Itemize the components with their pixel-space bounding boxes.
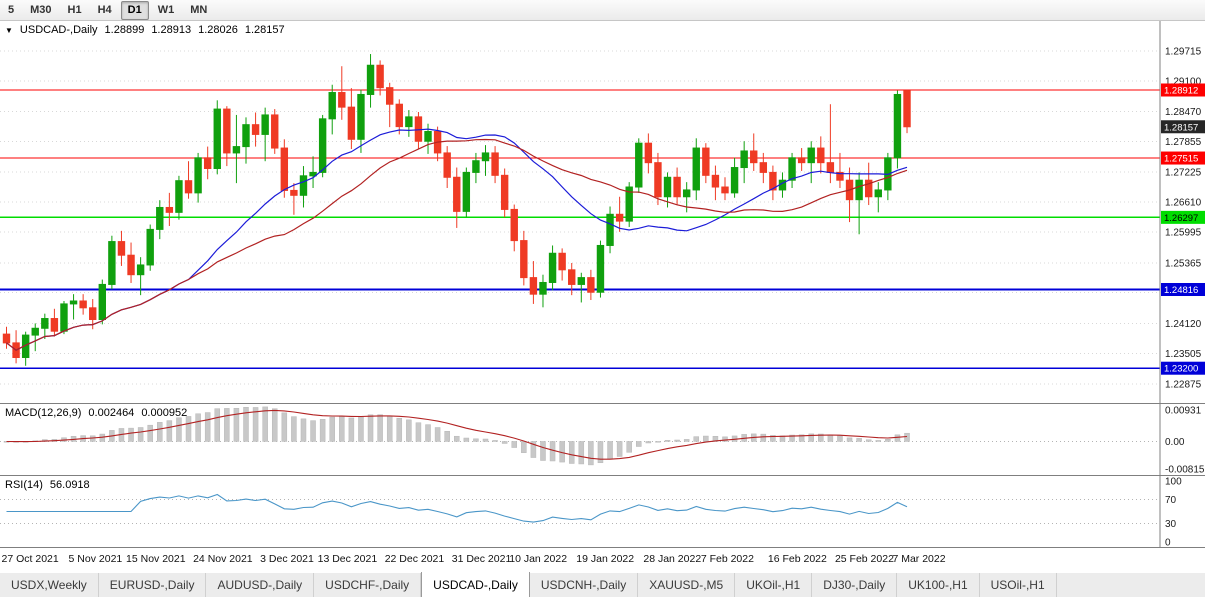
- time-axis-label: 28 Jan 2022: [643, 553, 702, 565]
- macd-panel: 0.00931 0.00 -0.00815 MACD(12,26,9) 0.0024…: [0, 403, 1205, 475]
- tab-uk100-h1[interactable]: UK100-,H1: [897, 573, 980, 597]
- timeframe-button-h1[interactable]: H1: [67, 3, 82, 16]
- svg-text:1.26297: 1.26297: [1164, 213, 1198, 224]
- timeframe-button-w1[interactable]: W1: [157, 3, 175, 16]
- svg-text:0.00: 0.00: [1165, 437, 1185, 448]
- timeframe-button-h4[interactable]: H4: [97, 3, 112, 16]
- time-axis-label: 27 Oct 2021: [1, 553, 59, 565]
- rsi-line: [6, 493, 908, 523]
- time-axis-label: 22 Dec 2021: [384, 553, 445, 565]
- time-axis-label: 7 Feb 2022: [700, 553, 754, 565]
- time-axis-label: 10 Jan 2022: [509, 553, 568, 565]
- time-axis-label: 15 Nov 2021: [126, 553, 186, 565]
- price-badge: 1.27515: [1161, 151, 1205, 165]
- tab-usdchf-daily[interactable]: USDCHF-,Daily: [314, 573, 422, 597]
- price-panel: 1.29715 1.29100 1.28470 1.27855 1.27225 1.266…: [0, 21, 1205, 403]
- moving-averages: [6, 128, 908, 351]
- tab-audusd-daily[interactable]: AUDUSD-,Daily: [206, 573, 315, 597]
- time-axis-label: 24 Nov 2021: [193, 553, 253, 565]
- level-lines: [0, 89, 1160, 370]
- tab-eurusd-daily[interactable]: EURUSD-,Daily: [99, 573, 207, 597]
- svg-text:1.27515: 1.27515: [1164, 154, 1198, 165]
- chart-area: 1.29715 1.29100 1.28470 1.27855 1.27225 1.266…: [0, 21, 1205, 573]
- svg-text:30: 30: [1165, 519, 1177, 530]
- tab-usdcnh-daily[interactable]: USDCNH-,Daily: [530, 573, 639, 597]
- svg-text:1.28470: 1.28470: [1165, 107, 1202, 118]
- svg-text:1.26610: 1.26610: [1165, 198, 1202, 209]
- timeframe-button-mn[interactable]: MN: [190, 3, 208, 16]
- price-badge: 1.28912: [1161, 83, 1205, 97]
- time-axis[interactable]: 27 Oct 2021 5 Nov 2021 15 Nov 2021 24 Nov 2…: [0, 547, 1205, 573]
- time-axis-label: 7 Mar 2022: [892, 553, 946, 565]
- svg-text:1.23505: 1.23505: [1165, 349, 1202, 360]
- svg-text:1.22875: 1.22875: [1165, 380, 1202, 391]
- svg-text:1.28912: 1.28912: [1164, 85, 1198, 96]
- macd-signal-line: [6, 409, 908, 460]
- tab-ukoil-h1[interactable]: UKOil-,H1: [735, 573, 813, 597]
- svg-text:1.28157: 1.28157: [1164, 122, 1198, 133]
- svg-text:0: 0: [1165, 538, 1171, 548]
- timeframe-button-d1[interactable]: D1: [120, 0, 149, 20]
- svg-text:70: 70: [1165, 495, 1177, 506]
- time-axis-label: 5 Nov 2021: [68, 553, 123, 565]
- price-badge: 1.23200: [1161, 361, 1205, 375]
- timeframe-button-m30[interactable]: M30: [30, 3, 52, 16]
- svg-text:-0.00815: -0.00815: [1165, 465, 1205, 476]
- time-axis-label: 25 Feb 2022: [834, 553, 894, 565]
- tab-usoil-h1[interactable]: USOil-,H1: [980, 573, 1057, 597]
- rsi-chart[interactable]: 100 70 30 0: [0, 476, 1205, 547]
- time-axis-label: 3 Dec 2021: [260, 553, 314, 565]
- svg-text:1.29100: 1.29100: [1165, 76, 1202, 87]
- svg-text:1.25365: 1.25365: [1165, 258, 1202, 269]
- candles: [2, 54, 911, 366]
- svg-text:100: 100: [1165, 477, 1182, 488]
- collapse-chart-icon[interactable]: ▼: [5, 26, 13, 35]
- svg-text:1.24816: 1.24816: [1164, 285, 1198, 296]
- price-badge: 1.24816: [1161, 282, 1205, 296]
- price-badge: 1.26297: [1161, 210, 1205, 224]
- svg-text:1.29715: 1.29715: [1165, 46, 1202, 57]
- time-axis-label: 19 Jan 2022: [576, 553, 635, 565]
- price-chart[interactable]: 1.29715 1.29100 1.28470 1.27855 1.27225 1.266…: [0, 21, 1205, 403]
- macd-histogram: [3, 406, 910, 466]
- tab-usdcad-daily[interactable]: USDCAD-,Daily: [421, 572, 530, 597]
- svg-text:1.27225: 1.27225: [1165, 168, 1202, 179]
- svg-text:0.00931: 0.00931: [1165, 406, 1202, 417]
- rsi-panel: 100 70 30 0 RSI(14) 56.0918: [0, 475, 1205, 547]
- tab-usdx-weekly[interactable]: USDX,Weekly: [0, 573, 99, 597]
- svg-text:1.23200: 1.23200: [1164, 364, 1198, 375]
- svg-text:1.24120: 1.24120: [1165, 319, 1202, 330]
- time-axis-label: 16 Feb 2022: [767, 553, 827, 565]
- time-axis-label: 31 Dec 2021: [451, 553, 512, 565]
- chart-tabs: USDX,Weekly EURUSD-,Daily AUDUSD-,Daily USD…: [0, 572, 1205, 597]
- tab-xauusd-m5[interactable]: XAUUSD-,M5: [638, 573, 736, 597]
- tab-dj30-daily[interactable]: DJ30-,Daily: [812, 573, 898, 597]
- time-axis-label: 13 Dec 2021: [317, 553, 378, 565]
- svg-text:1.25995: 1.25995: [1165, 228, 1202, 239]
- price-badge: 1.28157: [1161, 120, 1205, 134]
- svg-text:1.27855: 1.27855: [1165, 137, 1202, 148]
- price-grid: [0, 50, 1160, 385]
- timeframe-button-5[interactable]: 5: [8, 3, 15, 16]
- macd-chart[interactable]: 0.00931 0.00 -0.00815: [0, 404, 1205, 475]
- timeframe-toolbar: 5 M30 H1 H4 D1 W1 MN: [0, 0, 1205, 21]
